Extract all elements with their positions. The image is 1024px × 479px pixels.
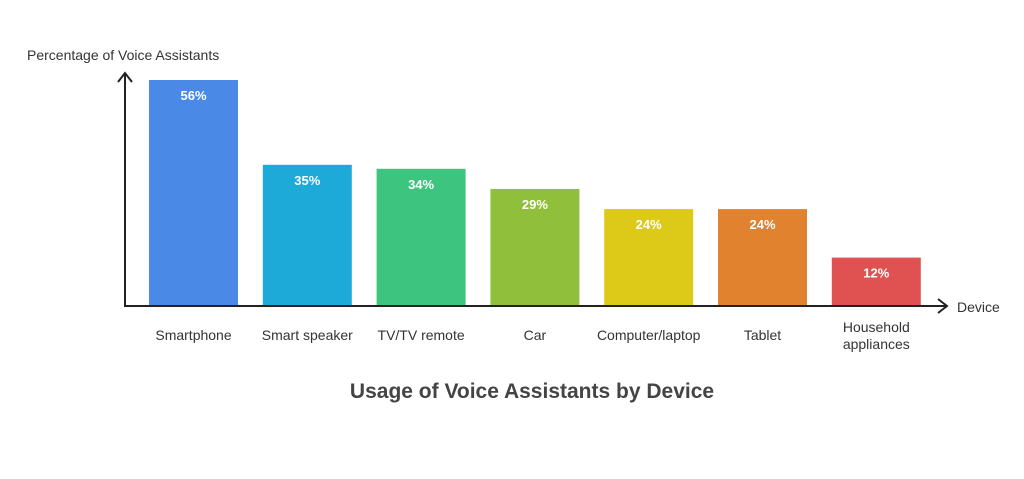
- x-axis-arrow: [937, 298, 949, 314]
- data-label-4: 29%: [522, 197, 548, 212]
- category-label-4: Car: [524, 327, 547, 343]
- bar-4: [490, 189, 580, 306]
- bar-5: [604, 209, 694, 306]
- category-label-6: Tablet: [744, 327, 781, 343]
- category-label-5: Computer/laptop: [597, 327, 701, 343]
- category-label-3: TV/TV remote: [378, 327, 465, 343]
- category-label-7: Household appliances: [843, 319, 910, 352]
- bar-2: [262, 164, 352, 307]
- y-axis-label: Percentage of Voice Assistants: [27, 47, 220, 63]
- data-label-7: 12%: [863, 266, 889, 281]
- y-axis-arrow: [117, 71, 133, 83]
- data-label-6: 24%: [749, 217, 775, 232]
- category-label-2: Smart speaker: [262, 327, 353, 343]
- bars-layer: [149, 80, 921, 307]
- labels-layer: 56% Smartphone 35% Smart speaker 34% TV/TV re…: [155, 88, 909, 352]
- data-label-5: 24%: [636, 217, 662, 232]
- data-label-2: 35%: [294, 173, 320, 188]
- bar-6: [718, 209, 807, 306]
- bar-3: [376, 168, 466, 306]
- bar-7: [831, 257, 921, 306]
- bar-1: [149, 80, 238, 306]
- chart-title: Usage of Voice Assistants by Device: [349, 380, 715, 403]
- category-label-1: Smartphone: [155, 327, 231, 343]
- x-axis-label: Device: [957, 299, 1000, 315]
- data-label-3: 34%: [408, 177, 434, 192]
- axes-layer: [117, 71, 949, 314]
- data-label-1: 56%: [180, 88, 206, 103]
